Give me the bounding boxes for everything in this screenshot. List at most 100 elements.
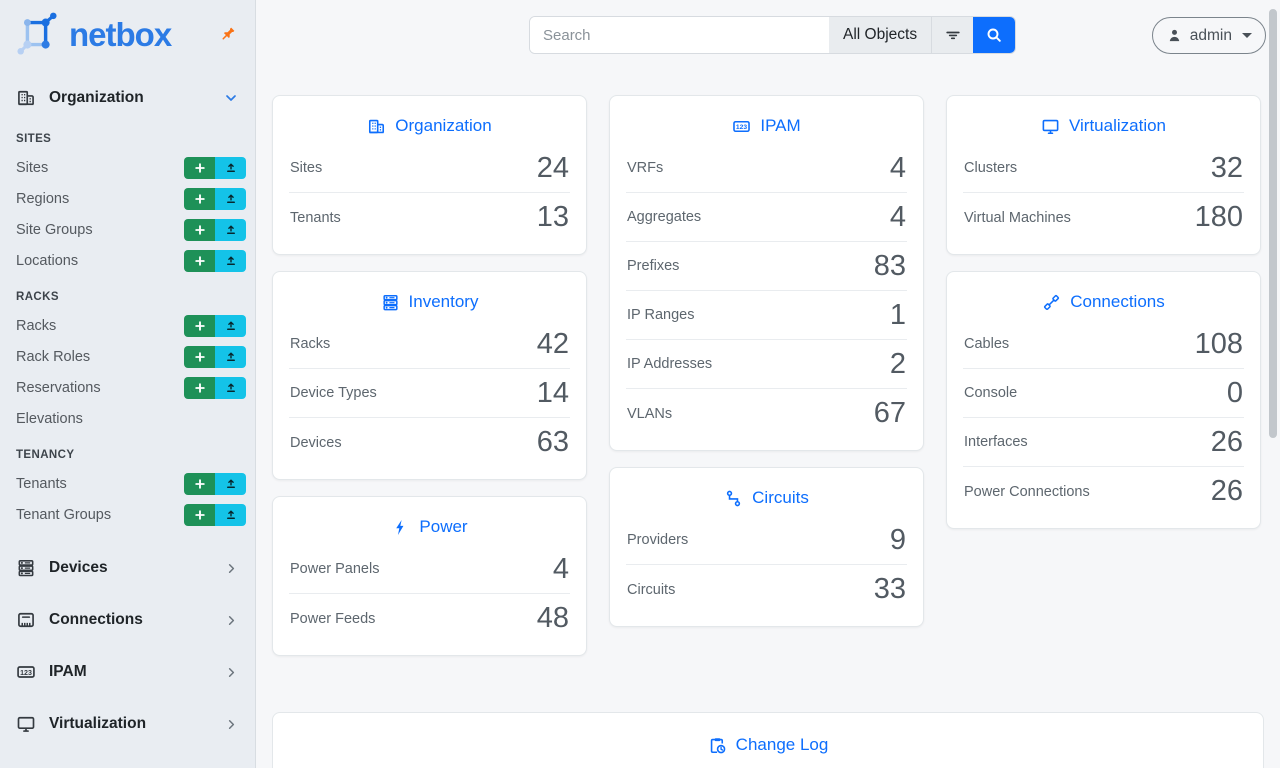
stat-row-tenants[interactable]: Tenants 13 [289,193,570,242]
sidebar-item-tenant-groups[interactable]: Tenant Groups [0,499,255,530]
import-racks-button[interactable] [215,314,246,337]
sidebar-item-racks[interactable]: Racks [0,310,255,341]
card-title-label: Connections [1070,292,1165,311]
item-action-buttons [184,345,246,368]
stat-label: Aggregates [627,209,702,225]
sidebar-section-header-racks: RACKS [16,291,59,303]
card-title-link-organization[interactable]: Organization [289,110,570,144]
stat-row-ip-addresses[interactable]: IP Addresses 2 [626,340,907,389]
add-tenants-button[interactable] [184,472,215,495]
import-rack-roles-button[interactable] [215,345,246,368]
card-title-link-ipam[interactable]: 123 IPAM [626,110,907,144]
import-regions-button[interactable] [215,187,246,210]
stat-value: 26 [1210,425,1243,458]
stat-row-ip-ranges[interactable]: IP Ranges 1 [626,291,907,340]
search-input[interactable] [530,17,829,53]
card-title-link-virtualization[interactable]: Virtualization [963,110,1244,144]
stat-value: 42 [536,327,569,360]
sidebar-section-header-sites: SITES [16,133,52,145]
stat-row-vlans[interactable]: VLANs 67 [626,389,907,438]
stat-label: Clusters [964,160,1018,176]
sidebar-item-locations[interactable]: Locations [0,245,255,276]
stat-row-sites[interactable]: Sites 24 [289,144,570,193]
add-regions-button[interactable] [184,187,215,210]
stat-row-cables[interactable]: Cables 108 [963,320,1244,369]
add-site-groups-button[interactable] [184,218,215,241]
scrollbar-thumb[interactable] [1269,9,1277,438]
item-action-buttons [184,503,246,526]
sidebar-group-label: Virtualization [49,715,147,732]
stat-row-providers[interactable]: Providers 9 [626,516,907,565]
card-title-link-power[interactable]: Power [289,511,570,545]
user-menu-button[interactable]: admin [1151,17,1266,54]
card-change-log: Change Log [272,712,1264,768]
stat-row-power-panels[interactable]: Power Panels 4 [289,545,570,594]
card-title-link-circuits[interactable]: Circuits [626,482,907,516]
sidebar-pin-button[interactable] [217,23,239,48]
sidebar-item-elevations[interactable]: Elevations [0,403,255,434]
stat-row-prefixes[interactable]: Prefixes 83 [626,242,907,291]
plus-icon [193,381,207,395]
sidebar-group-devices[interactable]: Devices [0,542,255,594]
card-title-link-inventory[interactable]: Inventory [289,286,570,320]
stat-row-vrfs[interactable]: VRFs 4 [626,144,907,193]
netbox-logo-icon[interactable] [14,12,60,58]
add-rack-roles-button[interactable] [184,345,215,368]
add-reservations-button[interactable] [184,376,215,399]
stat-label: Racks [290,336,331,352]
import-sites-button[interactable] [215,156,246,179]
stat-row-aggregates[interactable]: Aggregates 4 [626,193,907,242]
item-action-buttons [184,314,246,337]
stat-row-virtual-machines[interactable]: Virtual Machines 180 [963,193,1244,242]
stat-value: 14 [536,376,569,409]
stat-row-circuits[interactable]: Circuits 33 [626,565,907,614]
sidebar-item-reservations[interactable]: Reservations [0,372,255,403]
import-locations-button[interactable] [215,249,246,272]
add-racks-button[interactable] [184,314,215,337]
change-log-title-link[interactable]: Change Log [289,729,1247,763]
sidebar-item-site-groups[interactable]: Site Groups [0,214,255,245]
stat-value: 24 [536,151,569,184]
sidebar-group-virtualization[interactable]: Virtualization [0,698,255,750]
stat-label: Cables [964,336,1010,352]
stat-row-console[interactable]: Console 0 [963,369,1244,418]
brand-wordmark[interactable]: netbox [69,16,172,53]
import-site-groups-button[interactable] [215,218,246,241]
add-tenant-groups-button[interactable] [184,503,215,526]
stat-row-device-types[interactable]: Device Types 14 [289,369,570,418]
search-filter-button[interactable] [931,17,974,53]
stat-value: 33 [873,573,906,605]
sidebar-group-label: Connections [49,611,143,628]
search-scope-select[interactable]: All Objects [829,17,932,53]
add-sites-button[interactable] [184,156,215,179]
dashboard-column-3: Virtualization Clusters 32 Virtual Machines… [946,95,1261,656]
stat-row-power-connections[interactable]: Power Connections 26 [963,467,1244,516]
import-tenants-button[interactable] [215,472,246,495]
stat-label: Power Panels [290,561,380,577]
stat-value: 4 [889,151,906,184]
stat-row-interfaces[interactable]: Interfaces 26 [963,418,1244,467]
sidebar-group-connections[interactable]: Connections [0,594,255,646]
stat-row-power-feeds[interactable]: Power Feeds 48 [289,594,570,643]
search-submit-button[interactable] [973,17,1016,53]
sidebar-item-rack-roles[interactable]: Rack Roles [0,341,255,372]
monitor-icon [16,714,36,734]
sidebar-group-ipam[interactable]: 123 IPAM [0,646,255,698]
sidebar-item-regions[interactable]: Regions [0,183,255,214]
stat-row-clusters[interactable]: Clusters 32 [963,144,1244,193]
add-locations-button[interactable] [184,249,215,272]
sidebar-group-organization[interactable]: Organization [0,78,255,118]
stat-value: 0 [1226,376,1243,409]
stat-row-racks[interactable]: Racks 42 [289,320,570,369]
card-title-link-connections[interactable]: Connections [963,286,1244,320]
pin-icon [219,25,237,43]
import-reservations-button[interactable] [215,376,246,399]
plus-icon [193,223,207,237]
stat-row-devices[interactable]: Devices 63 [289,418,570,467]
sidebar-item-sites[interactable]: Sites [0,152,255,183]
card-ipam: 123 IPAM VRFs 4 Aggregates 4 Prefixes 83 IP Rang… [609,95,924,451]
card-title-label: Circuits [752,488,809,507]
sidebar-item-tenants[interactable]: Tenants [0,468,255,499]
import-tenant-groups-button[interactable] [215,503,246,526]
counter-icon: 123 [16,662,36,682]
